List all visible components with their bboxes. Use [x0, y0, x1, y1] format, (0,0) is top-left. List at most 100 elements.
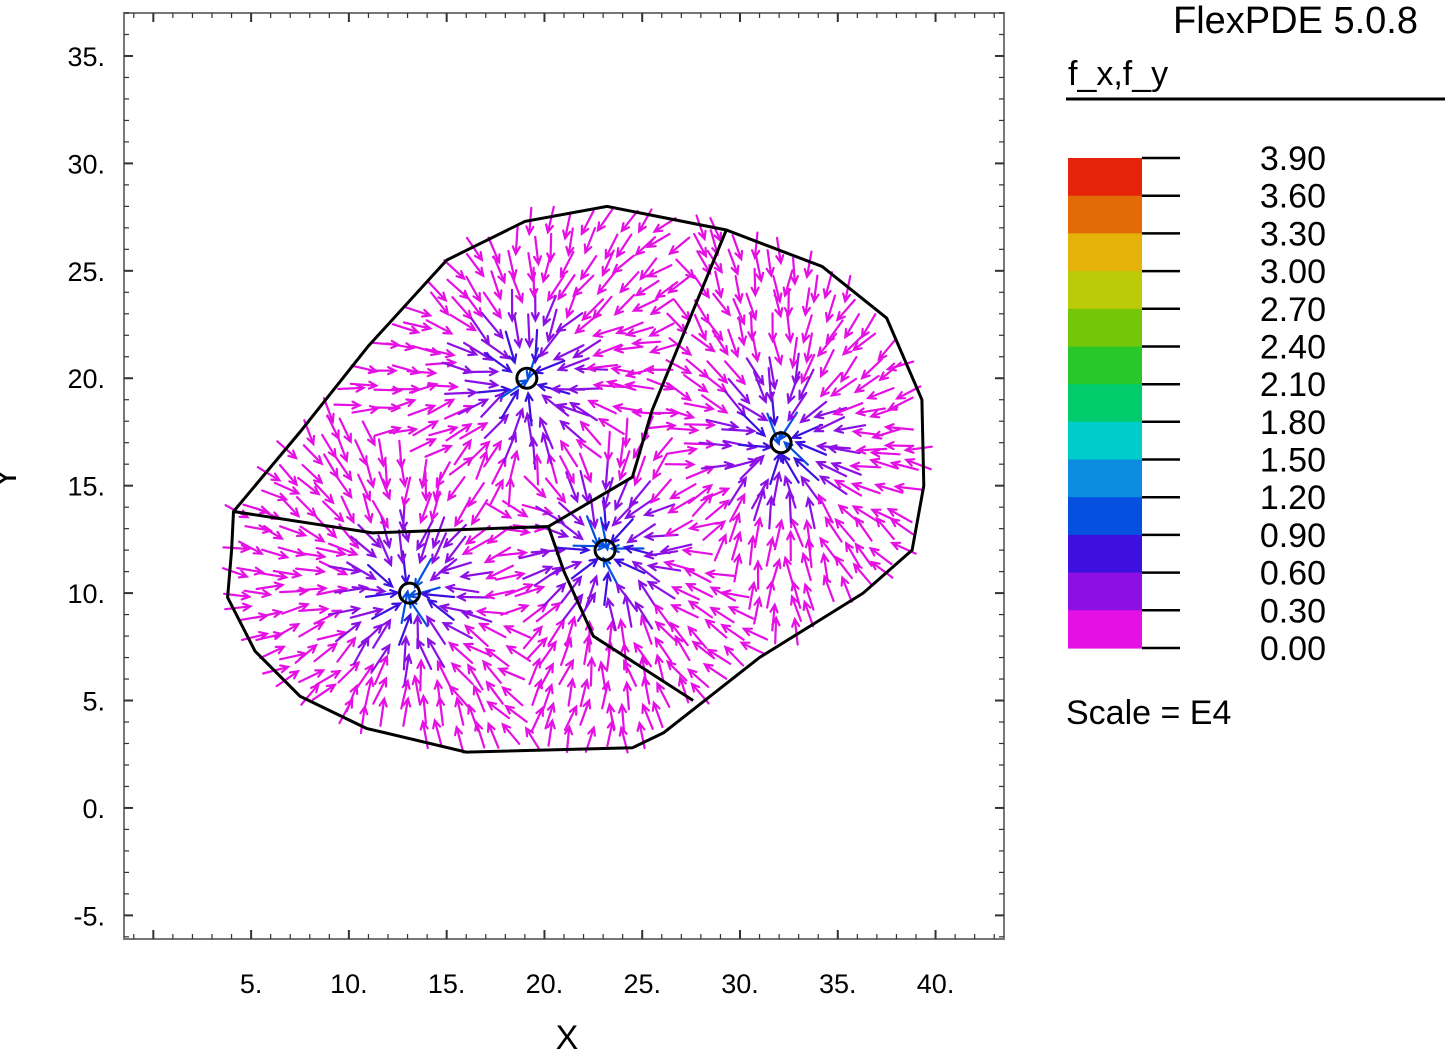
vector-arrow: [345, 683, 359, 713]
vector-arrow: [683, 402, 716, 412]
vector-arrow: [667, 496, 696, 514]
vector-arrow: [333, 400, 363, 410]
vector-arrow: [613, 558, 646, 575]
vector-arrow: [563, 704, 578, 731]
vector-arrow: [668, 483, 697, 500]
vector-arrow: [435, 461, 451, 489]
vector-arrow: [591, 326, 623, 338]
vector-arrow: [601, 457, 611, 492]
vector-arrow: [727, 377, 751, 405]
colorbar-label: 1.20: [1260, 479, 1326, 517]
vector-arrow: [565, 227, 575, 258]
vector-arrow: [295, 551, 327, 561]
vector-arrow: [834, 555, 853, 580]
vector-arrow: [477, 622, 507, 639]
scale-note: Scale = E4: [1066, 694, 1231, 732]
vector-arrow: [565, 615, 577, 647]
vector-arrow: [533, 235, 543, 267]
vector-arrow: [870, 428, 901, 440]
region-boundary: [546, 526, 694, 702]
vector-arrow: [868, 457, 899, 470]
vector-arrow: [903, 444, 933, 454]
vector-arrow: [579, 698, 592, 726]
vector-arrow: [786, 371, 801, 405]
vector-arrow: [465, 252, 485, 278]
vector-arrow: [579, 255, 598, 281]
vector-arrow: [426, 598, 455, 621]
vector-arrow: [634, 600, 654, 630]
vector-arrow: [522, 625, 544, 650]
vector-arrow: [893, 482, 924, 492]
vector-arrow: [259, 645, 287, 660]
x-tick-label: 35.: [819, 969, 857, 999]
vector-arrow: [545, 308, 558, 344]
vector-arrow: [424, 444, 454, 458]
vector-arrow: [487, 721, 500, 749]
vector-arrow: [700, 487, 731, 502]
vector-arrow: [686, 668, 710, 688]
vector-arrow: [817, 493, 834, 524]
source-markers: [398, 366, 793, 605]
vector-arrow: [538, 416, 554, 450]
vector-arrow: [492, 255, 506, 285]
vector-arrow: [805, 496, 816, 530]
vector-arrow: [444, 388, 479, 398]
vector-arrow: [665, 408, 696, 420]
vector-arrow: [371, 602, 403, 620]
vector-arrow: [431, 532, 447, 565]
source-marker: [398, 581, 422, 605]
vector-arrow: [634, 279, 660, 297]
vector-arrow: [791, 352, 801, 387]
vector-arrow: [453, 438, 472, 466]
axis-major-ticks: [124, 13, 1004, 939]
vector-arrow: [684, 582, 714, 598]
vector-arrow: [812, 406, 848, 420]
vector-arrow: [511, 226, 521, 257]
vector-arrow: [555, 402, 590, 417]
x-tick-labels: 5. 10. 15. 20. 25. 30. 35. 40.: [240, 969, 954, 999]
colorbar-label: 3.90: [1260, 140, 1326, 178]
vector-arrow: [747, 311, 757, 342]
vector-arrow: [754, 254, 765, 284]
vector-arrow: [818, 475, 848, 495]
plot-area: [123, 12, 1005, 940]
vector-arrow: [611, 254, 635, 274]
vector-arrow: [294, 643, 319, 664]
vector-arrow: [531, 328, 541, 365]
vector-arrow: [886, 396, 914, 411]
axis-minor-ticks: [124, 12, 1004, 939]
program-title: FlexPDE 5.0.8: [1173, 0, 1418, 42]
vector-arrow: [654, 281, 679, 299]
vector-arrow: [734, 275, 744, 305]
vector-arrow: [526, 636, 548, 660]
vector-arrow: [447, 641, 474, 664]
vector-arrow: [645, 264, 673, 278]
vector-arrow: [542, 295, 557, 327]
vector-arrow: [741, 627, 769, 641]
vector-arrow: [502, 625, 532, 639]
vector-arrow: [621, 417, 631, 449]
vector-arrow: [406, 586, 441, 599]
vector-arrow: [454, 499, 471, 528]
vector-arrow: [801, 287, 811, 317]
vector-arrow: [382, 458, 392, 490]
vector-arrow: [820, 349, 835, 379]
vector-arrow: [446, 342, 479, 357]
x-tick-label: 40.: [917, 969, 955, 999]
vector-arrow: [727, 606, 755, 620]
vector-arrow: [476, 385, 512, 395]
vector-arrow: [659, 543, 693, 555]
vector-arrow: [505, 645, 532, 662]
vector-arrow: [687, 625, 708, 649]
vector-arrow: [336, 636, 357, 663]
vector-arrow: [618, 450, 631, 482]
vector-arrow: [540, 431, 553, 465]
vector-arrow: [475, 449, 489, 480]
vector-arrow: [378, 696, 388, 727]
vector-arrow: [704, 618, 728, 639]
vector-arrow: [391, 323, 421, 335]
vector-arrow: [789, 336, 799, 370]
vector-arrow: [495, 570, 527, 581]
vector-arrow: [832, 424, 867, 434]
vector-arrow: [372, 618, 392, 649]
